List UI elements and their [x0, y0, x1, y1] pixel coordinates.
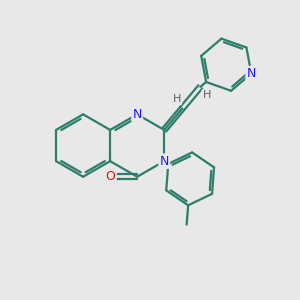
Text: O: O [106, 170, 116, 183]
Text: H: H [173, 94, 181, 104]
Text: N: N [133, 108, 142, 121]
Text: N: N [247, 67, 256, 80]
Text: N: N [160, 154, 169, 168]
Text: H: H [203, 90, 211, 100]
